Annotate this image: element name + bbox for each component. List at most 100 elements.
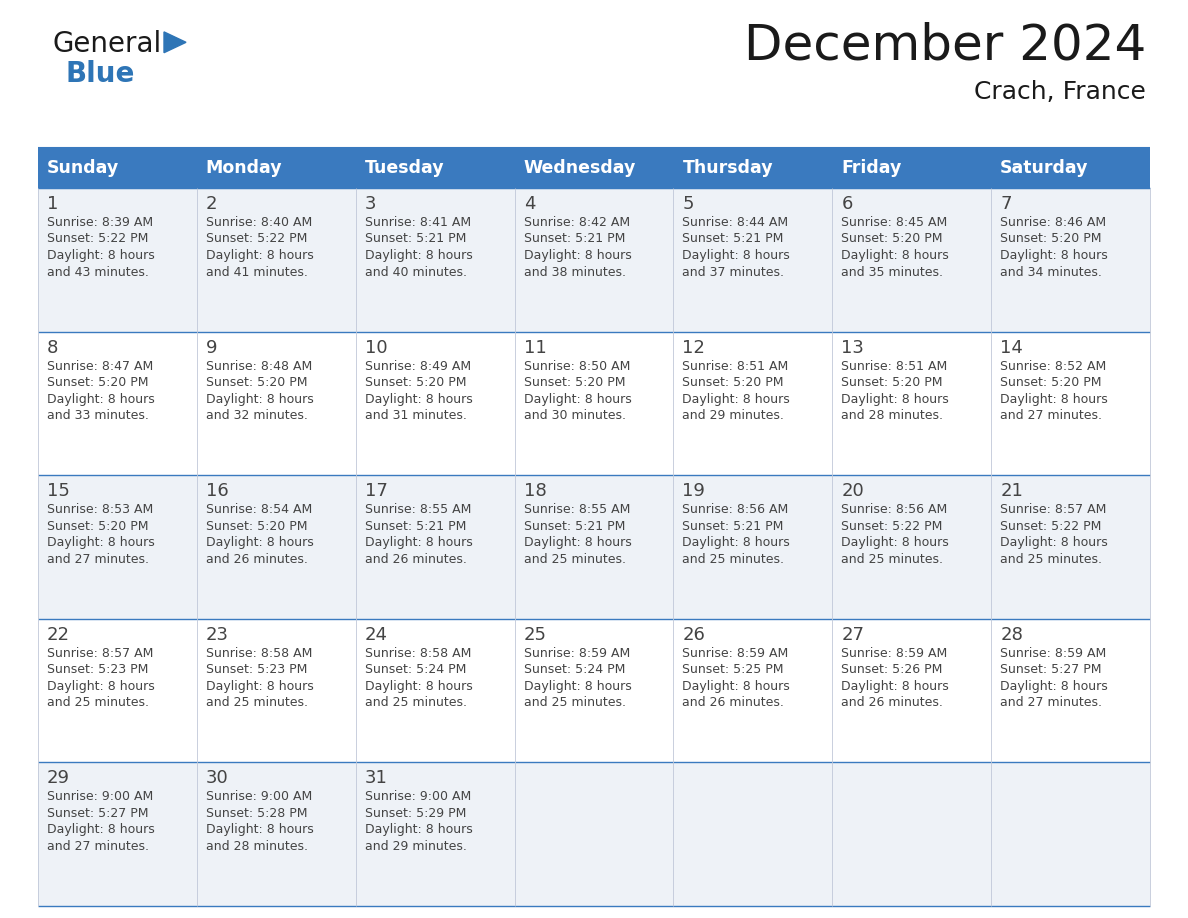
Bar bbox=[991, 476, 1150, 619]
Text: Daylight: 8 hours: Daylight: 8 hours bbox=[682, 680, 790, 693]
Text: Sunrise: 8:59 AM: Sunrise: 8:59 AM bbox=[841, 647, 948, 660]
Bar bbox=[355, 619, 514, 763]
Polygon shape bbox=[164, 32, 187, 52]
Text: Sunset: 5:20 PM: Sunset: 5:20 PM bbox=[365, 376, 466, 389]
Text: 31: 31 bbox=[365, 769, 387, 788]
Text: Sunset: 5:26 PM: Sunset: 5:26 PM bbox=[841, 664, 942, 677]
Text: and 34 minutes.: and 34 minutes. bbox=[1000, 265, 1102, 278]
Text: 19: 19 bbox=[682, 482, 706, 500]
Text: 23: 23 bbox=[206, 626, 229, 644]
Text: and 26 minutes.: and 26 minutes. bbox=[841, 696, 943, 710]
Text: Thursday: Thursday bbox=[682, 159, 773, 177]
Bar bbox=[38, 763, 197, 906]
Text: 26: 26 bbox=[682, 626, 706, 644]
Text: and 43 minutes.: and 43 minutes. bbox=[48, 265, 148, 278]
Text: Sunset: 5:20 PM: Sunset: 5:20 PM bbox=[48, 520, 148, 532]
Text: Daylight: 8 hours: Daylight: 8 hours bbox=[524, 249, 631, 262]
Bar bbox=[514, 619, 674, 763]
Bar bbox=[833, 476, 991, 619]
Bar bbox=[991, 619, 1150, 763]
Text: and 25 minutes.: and 25 minutes. bbox=[48, 696, 148, 710]
Bar bbox=[38, 148, 197, 188]
Text: and 37 minutes.: and 37 minutes. bbox=[682, 265, 784, 278]
Text: and 41 minutes.: and 41 minutes. bbox=[206, 265, 308, 278]
Text: 10: 10 bbox=[365, 339, 387, 356]
Bar bbox=[833, 763, 991, 906]
Bar bbox=[514, 148, 674, 188]
Bar bbox=[514, 763, 674, 906]
Text: Sunset: 5:24 PM: Sunset: 5:24 PM bbox=[365, 664, 466, 677]
Text: 3: 3 bbox=[365, 195, 377, 213]
Text: and 25 minutes.: and 25 minutes. bbox=[841, 553, 943, 565]
Text: Sunrise: 8:51 AM: Sunrise: 8:51 AM bbox=[682, 360, 789, 373]
Text: and 27 minutes.: and 27 minutes. bbox=[1000, 696, 1102, 710]
Text: Sunrise: 8:59 AM: Sunrise: 8:59 AM bbox=[1000, 647, 1106, 660]
Text: Daylight: 8 hours: Daylight: 8 hours bbox=[841, 536, 949, 549]
Text: Blue: Blue bbox=[67, 60, 135, 88]
Text: Sunset: 5:27 PM: Sunset: 5:27 PM bbox=[1000, 664, 1101, 677]
Text: Daylight: 8 hours: Daylight: 8 hours bbox=[365, 680, 473, 693]
Text: Sunset: 5:21 PM: Sunset: 5:21 PM bbox=[682, 520, 784, 532]
Text: Sunrise: 8:44 AM: Sunrise: 8:44 AM bbox=[682, 216, 789, 229]
Text: Sunset: 5:21 PM: Sunset: 5:21 PM bbox=[365, 520, 466, 532]
Text: Sunset: 5:21 PM: Sunset: 5:21 PM bbox=[365, 232, 466, 245]
Text: Sunset: 5:27 PM: Sunset: 5:27 PM bbox=[48, 807, 148, 820]
Text: Sunrise: 8:54 AM: Sunrise: 8:54 AM bbox=[206, 503, 312, 516]
Bar bbox=[833, 188, 991, 331]
Text: Daylight: 8 hours: Daylight: 8 hours bbox=[524, 393, 631, 406]
Text: Sunrise: 9:00 AM: Sunrise: 9:00 AM bbox=[48, 790, 153, 803]
Bar bbox=[674, 331, 833, 476]
Text: Sunrise: 8:41 AM: Sunrise: 8:41 AM bbox=[365, 216, 470, 229]
Text: and 25 minutes.: and 25 minutes. bbox=[524, 553, 626, 565]
Text: 9: 9 bbox=[206, 339, 217, 356]
Bar bbox=[38, 619, 197, 763]
Text: Wednesday: Wednesday bbox=[524, 159, 636, 177]
Text: Sunrise: 8:55 AM: Sunrise: 8:55 AM bbox=[524, 503, 630, 516]
Text: and 28 minutes.: and 28 minutes. bbox=[206, 840, 308, 853]
Bar bbox=[197, 148, 355, 188]
Text: and 26 minutes.: and 26 minutes. bbox=[365, 553, 467, 565]
Text: 21: 21 bbox=[1000, 482, 1023, 500]
Text: Sunrise: 8:40 AM: Sunrise: 8:40 AM bbox=[206, 216, 312, 229]
Text: 16: 16 bbox=[206, 482, 228, 500]
Text: Sunrise: 8:47 AM: Sunrise: 8:47 AM bbox=[48, 360, 153, 373]
Text: and 25 minutes.: and 25 minutes. bbox=[206, 696, 308, 710]
Text: 27: 27 bbox=[841, 626, 865, 644]
Text: Sunset: 5:20 PM: Sunset: 5:20 PM bbox=[841, 232, 943, 245]
Text: Sunset: 5:25 PM: Sunset: 5:25 PM bbox=[682, 664, 784, 677]
Text: 6: 6 bbox=[841, 195, 853, 213]
Bar bbox=[197, 188, 355, 331]
Text: Sunset: 5:20 PM: Sunset: 5:20 PM bbox=[206, 520, 308, 532]
Text: General: General bbox=[52, 30, 162, 58]
Text: December 2024: December 2024 bbox=[744, 22, 1146, 70]
Text: Sunday: Sunday bbox=[48, 159, 119, 177]
Text: and 28 minutes.: and 28 minutes. bbox=[841, 409, 943, 422]
Text: Sunset: 5:22 PM: Sunset: 5:22 PM bbox=[48, 232, 148, 245]
Text: Sunset: 5:20 PM: Sunset: 5:20 PM bbox=[682, 376, 784, 389]
Text: 13: 13 bbox=[841, 339, 864, 356]
Text: and 27 minutes.: and 27 minutes. bbox=[48, 840, 148, 853]
Text: Sunrise: 8:42 AM: Sunrise: 8:42 AM bbox=[524, 216, 630, 229]
Text: and 31 minutes.: and 31 minutes. bbox=[365, 409, 467, 422]
Bar bbox=[991, 148, 1150, 188]
Text: 1: 1 bbox=[48, 195, 58, 213]
Text: and 25 minutes.: and 25 minutes. bbox=[365, 696, 467, 710]
Text: Sunset: 5:24 PM: Sunset: 5:24 PM bbox=[524, 664, 625, 677]
Text: Sunset: 5:20 PM: Sunset: 5:20 PM bbox=[524, 376, 625, 389]
Text: Sunrise: 8:39 AM: Sunrise: 8:39 AM bbox=[48, 216, 153, 229]
Text: Sunrise: 8:52 AM: Sunrise: 8:52 AM bbox=[1000, 360, 1106, 373]
Text: Sunset: 5:23 PM: Sunset: 5:23 PM bbox=[206, 664, 308, 677]
Text: Sunset: 5:29 PM: Sunset: 5:29 PM bbox=[365, 807, 466, 820]
Text: Sunset: 5:20 PM: Sunset: 5:20 PM bbox=[1000, 376, 1101, 389]
Text: 30: 30 bbox=[206, 769, 228, 788]
Text: Sunrise: 8:45 AM: Sunrise: 8:45 AM bbox=[841, 216, 948, 229]
Text: and 26 minutes.: and 26 minutes. bbox=[682, 696, 784, 710]
Bar bbox=[197, 331, 355, 476]
Text: Sunrise: 8:57 AM: Sunrise: 8:57 AM bbox=[48, 647, 153, 660]
Bar bbox=[197, 763, 355, 906]
Bar bbox=[833, 148, 991, 188]
Text: Daylight: 8 hours: Daylight: 8 hours bbox=[524, 536, 631, 549]
Bar bbox=[674, 476, 833, 619]
Text: and 25 minutes.: and 25 minutes. bbox=[1000, 553, 1102, 565]
Text: 11: 11 bbox=[524, 339, 546, 356]
